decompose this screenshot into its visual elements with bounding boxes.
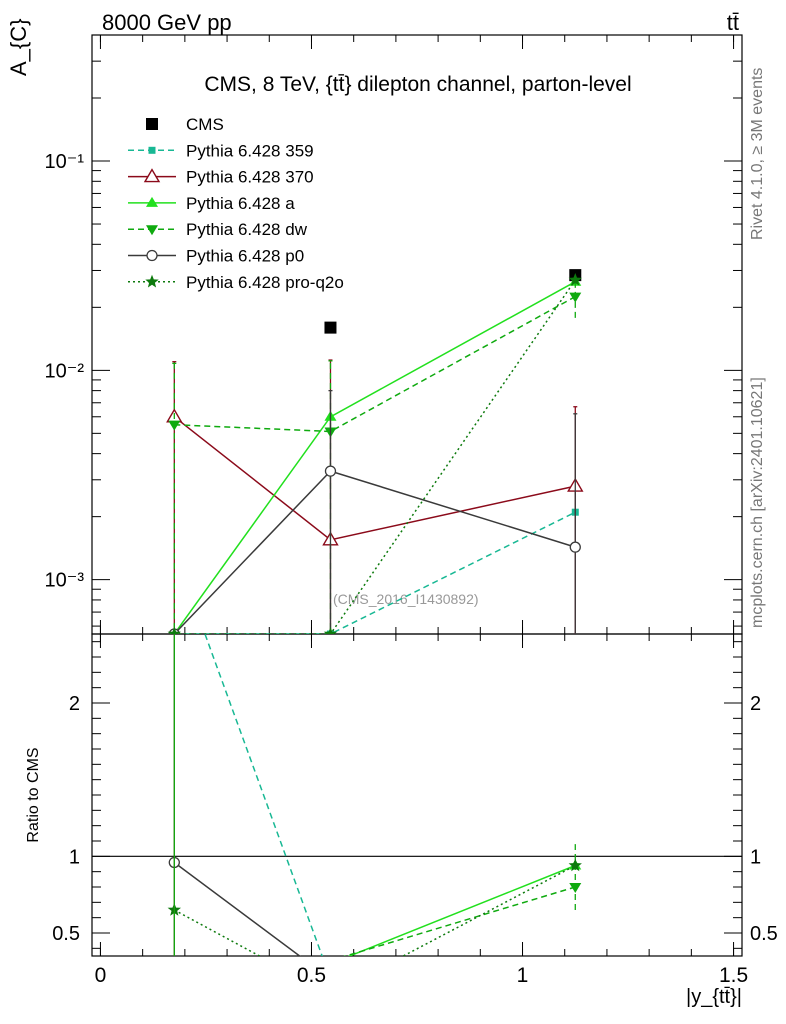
header-right-label: tt̄ — [727, 10, 739, 35]
pythia-6-428-pro-q2o-point — [323, 627, 338, 634]
legend-label-pythia-6-428-pro-q2o: Pythia 6.428 pro-q2o — [186, 273, 344, 292]
pythia-6-428-p0-ratio-line — [173, 861, 301, 956]
x-tick-label: 1.5 — [719, 964, 748, 987]
mcplots-label: mcplots.cern.ch [arXiv:2401.10621] — [749, 377, 766, 628]
pythia-6-428-dw-ratio-point — [569, 883, 582, 893]
y-tick-label: 10⁻¹ — [45, 151, 85, 173]
chart-title: CMS, 8 TeV, {tt̄} dilepton channel, part… — [204, 73, 631, 96]
pythia-6-428-pro-q2o-point — [167, 627, 181, 634]
main-series-group — [166, 269, 584, 634]
pythia-6-428-370-ratio-line — [331, 994, 576, 996]
pythia-6-428-359-ratio-line — [204, 634, 323, 956]
legend-label-pythia-6-428-dw: Pythia 6.428 dw — [186, 220, 308, 239]
y-tick-label: 10⁻² — [45, 360, 85, 382]
ratio-plot-frame — [91, 633, 743, 957]
ratio-series-group — [167, 634, 582, 996]
x-axis-title: |y_{tt̄}| — [686, 986, 742, 1008]
rivet-version-label: Rivet 4.1.0, ≥ 3M events — [749, 68, 766, 240]
x-tick-label: 0.5 — [297, 964, 326, 987]
ratio-tick-label-right: 0.5 — [750, 923, 778, 945]
legend-marker-pythia-6-428-370 — [143, 168, 161, 183]
pythia-6-428-a-ratio-line — [347, 864, 576, 956]
legend-marker-pythia-6-428-359 — [148, 146, 156, 154]
legend-marker-pythia-6-428-a — [146, 196, 158, 207]
ratio-tick-label-right: 1 — [750, 846, 761, 868]
legend-label-pythia-6-428-p0: Pythia 6.428 p0 — [186, 247, 304, 266]
ratio-axis-title: Ratio to CMS — [25, 747, 42, 842]
pythia-6-428-dw-ratio-line — [343, 886, 576, 956]
pythia-6-428-pro-q2o-point — [568, 273, 582, 286]
header-left-label: 8000 GeV pp — [102, 10, 232, 35]
ratio-tick-label: 1 — [69, 846, 80, 868]
analysis-watermark: (CMS_2016_I1430892) — [333, 591, 479, 607]
legend-marker-pythia-6-428-dw — [146, 225, 158, 236]
y-tick-label: 10⁻³ — [45, 570, 85, 592]
pythia-6-428-dw-point — [168, 420, 181, 431]
pythia-6-428-p0-point — [569, 541, 581, 553]
legend-label-cms: CMS — [186, 115, 224, 134]
x-tick-label: 0 — [95, 964, 107, 987]
pythia-6-428-370-line — [173, 416, 576, 541]
legend-label-pythia-6-428-370: Pythia 6.428 370 — [186, 168, 314, 187]
ratio-tick-label: 2 — [69, 693, 80, 715]
y-axis-title: A_{C} — [6, 19, 31, 77]
pythia-6-428-dw-point — [569, 292, 582, 303]
pythia-6-428-pro-q2o-ratio-line — [173, 864, 576, 956]
legend-label-pythia-6-428-a: Pythia 6.428 a — [186, 194, 295, 213]
legend-marker-pythia-6-428-pro-q2o — [145, 274, 159, 288]
legend-marker-cms — [146, 118, 158, 130]
legend-marker-pythia-6-428-p0 — [146, 249, 158, 262]
pythia-6-428-p0-line — [173, 470, 576, 634]
y-axis-title-main: A_{C} — [6, 19, 31, 77]
cms-point — [324, 321, 337, 334]
x-tick-label: 1 — [517, 964, 529, 987]
axis-ticks: 0 0.5 1 1.5 10⁻³ 10⁻² 10⁻¹ 0.5 0.5 1 1 2 2 — [45, 34, 778, 987]
pythia-6-428-p0-point — [324, 465, 337, 477]
legend: CMS Pythia 6.428 359 Pythia 6.428 370 Pythi… — [128, 115, 344, 292]
pythia-6-428-dw-line — [174, 295, 576, 433]
pythia-6-428-a-line — [173, 281, 576, 634]
pythia-6-428-pro-q2o-ratio-point — [568, 858, 582, 872]
ratio-tick-label-right: 2 — [750, 693, 761, 715]
pythia-6-428-pro-q2o-line — [174, 279, 576, 634]
ratio-tick-label: 0.5 — [52, 923, 80, 945]
legend-label-pythia-6-428-359: Pythia 6.428 359 — [186, 141, 314, 160]
